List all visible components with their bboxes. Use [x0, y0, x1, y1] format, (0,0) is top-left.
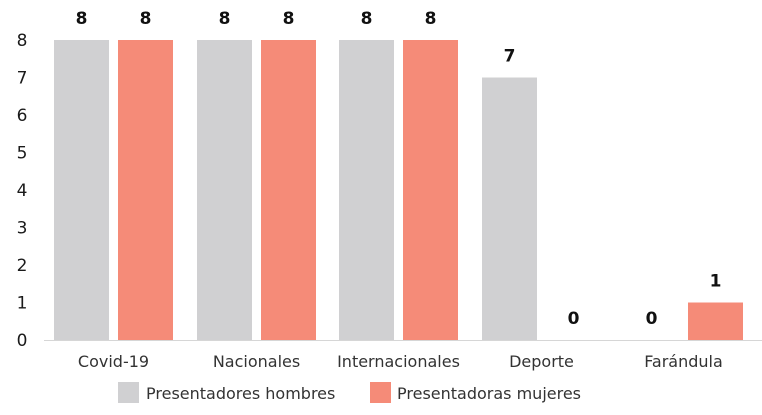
y-tick-label: 7 [17, 69, 28, 89]
data-label: 8 [283, 9, 295, 29]
y-tick-label: 6 [17, 106, 28, 126]
data-label: 8 [140, 9, 152, 29]
bar [54, 40, 109, 340]
data-label: 8 [219, 9, 231, 29]
x-tick-label: Nacionales [213, 352, 300, 371]
x-tick-label: Deporte [509, 352, 574, 371]
bar [403, 40, 458, 340]
y-axis: 0 1 2 3 4 5 6 7 8 [17, 31, 28, 351]
x-axis: Covid-19 Nacionales Internacionales Deporte… [44, 340, 762, 371]
y-tick-label: 4 [17, 181, 28, 201]
legend-label: Presentadoras mujeres [397, 384, 581, 403]
bar [118, 40, 173, 340]
data-labels: 8 8 8 8 8 8 7 0 0 1 [76, 9, 722, 329]
bar [688, 302, 743, 340]
y-tick-label: 3 [17, 219, 28, 239]
y-tick-label: 2 [17, 256, 28, 276]
x-tick-label: Covid-19 [78, 352, 149, 371]
data-label: 0 [646, 309, 658, 329]
data-label: 8 [361, 9, 373, 29]
data-label: 8 [76, 9, 88, 29]
y-tick-label: 5 [17, 144, 28, 164]
y-tick-label: 0 [17, 331, 28, 351]
legend-label: Presentadores hombres [146, 384, 335, 403]
bar [339, 40, 394, 340]
bar [261, 40, 316, 340]
y-tick-label: 8 [17, 31, 28, 51]
legend-swatch [370, 382, 391, 403]
data-label: 1 [710, 272, 722, 292]
bar [197, 40, 252, 340]
y-tick-label: 1 [17, 294, 28, 314]
data-label: 7 [504, 47, 516, 67]
data-label: 0 [568, 309, 580, 329]
x-tick-label: Internacionales [337, 352, 460, 371]
legend: Presentadores hombres Presentadoras mujer… [118, 382, 581, 403]
bar [482, 77, 537, 340]
legend-swatch [118, 382, 139, 403]
bars [54, 40, 743, 340]
x-tick-label: Farándula [644, 352, 723, 371]
data-label: 8 [425, 9, 437, 29]
